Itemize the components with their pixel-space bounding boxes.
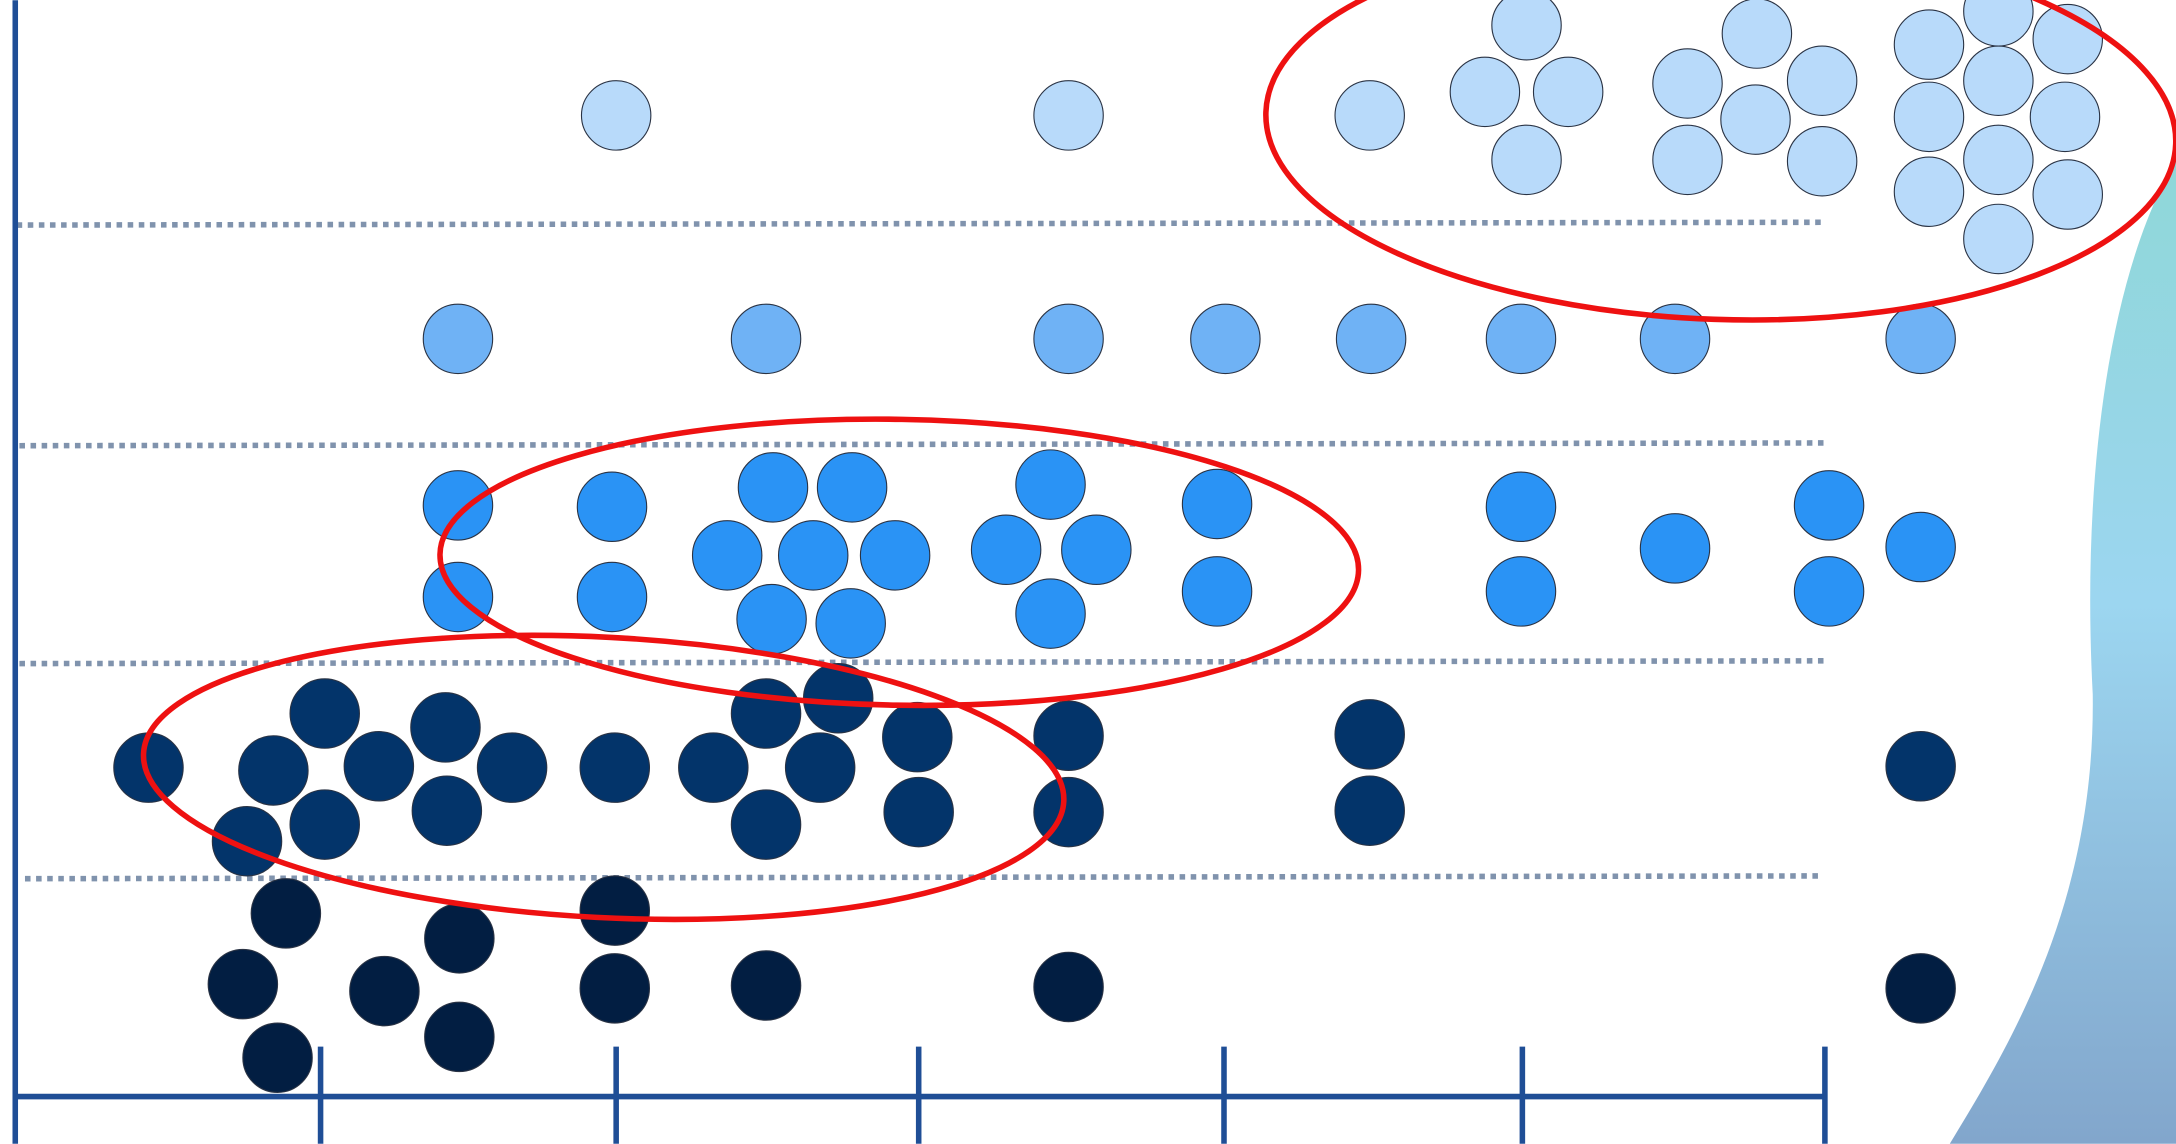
highlight-ellipse [140,632,1067,923]
dot [1639,303,1711,375]
dot [411,775,483,846]
dot [1963,203,2034,275]
dot [576,561,648,633]
dot [730,678,802,749]
dot [730,789,802,860]
dot [2032,159,2104,230]
dot [1181,468,1253,540]
dot [207,948,279,1020]
dot [1015,449,1086,520]
dot [238,735,309,806]
dot [1033,80,1104,151]
dot [1885,303,1956,375]
dot [737,452,809,523]
dot [883,776,954,848]
dot [349,955,420,1027]
dot [1334,699,1405,770]
dot [580,80,652,151]
dot [424,903,495,974]
dot [250,878,322,949]
dot [1885,511,1956,583]
dot [1449,56,1521,128]
dot [1893,156,1965,228]
dot [1720,84,1791,155]
dot [1015,578,1086,649]
dot [410,692,481,763]
dot [1190,303,1261,375]
dot [576,471,648,543]
dot [1652,124,1723,196]
dot [859,520,931,591]
dot [1033,951,1104,1023]
dot [1334,775,1405,846]
dot [1639,513,1711,584]
dot [1885,953,1956,1024]
dot [476,732,548,803]
dot [882,701,953,773]
dot [1485,303,1557,375]
dot [816,452,888,523]
dot [730,303,802,375]
dotted-line [16,219,1821,228]
dot [1485,471,1557,543]
dot [242,1022,313,1093]
dot [1485,556,1557,627]
dot [1893,9,1965,80]
dotted-line [24,873,1821,882]
dot [736,583,807,655]
dot [1652,48,1723,119]
dot [970,514,1042,586]
axes [12,0,1828,1144]
dot [579,953,651,1024]
dot [1335,303,1407,375]
dotted-line [19,658,1827,667]
dot [1491,0,1562,61]
dot [678,732,749,803]
dot [1793,470,1865,541]
dot [784,732,856,803]
dot [422,470,494,541]
dot [1033,700,1104,772]
dot [113,732,184,803]
decorative-shape [1949,159,2176,1144]
dot [1963,45,2034,116]
dot [1033,303,1104,375]
dot [289,678,360,749]
dot [691,520,763,591]
dot [1793,556,1865,627]
dot [1963,124,2034,196]
dot [1061,514,1132,586]
dot [1786,45,1858,116]
dot [1721,0,1793,69]
dot [422,303,494,375]
highlight-ellipse [437,416,1362,709]
dot [1334,80,1405,151]
dot [1786,125,1858,197]
dot [343,731,415,802]
dot [211,805,283,877]
dot [1893,81,1965,153]
dot [1491,124,1562,196]
dotted-lines [16,219,1827,882]
dot [730,950,802,1021]
dot [1181,556,1253,627]
dot [424,1001,495,1073]
dot [579,732,651,803]
dot [815,588,886,659]
dot [1885,731,1956,802]
dot [1963,0,2034,47]
dot [2029,81,2101,153]
dot [289,789,360,860]
dot [1532,56,1604,128]
dot [579,875,651,946]
dotted-line [19,440,1827,449]
dots [113,0,2104,1093]
dot [777,520,849,591]
